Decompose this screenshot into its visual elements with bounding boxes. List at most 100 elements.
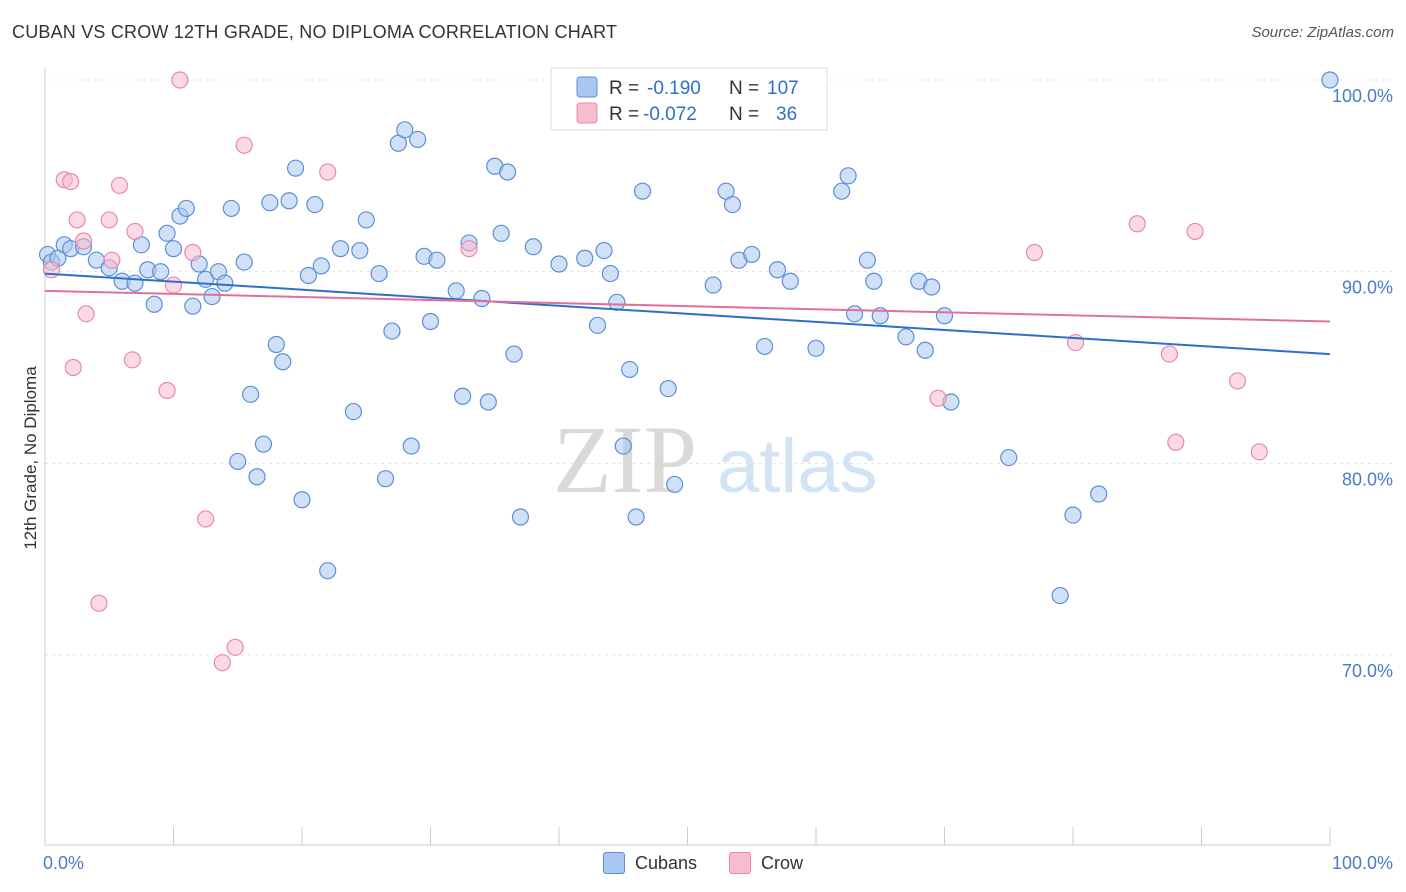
data-point-crow	[68, 211, 86, 229]
y-tick-label: 80.0%	[1342, 469, 1393, 489]
x-tick-label: 0.0%	[43, 853, 84, 873]
data-point-cubans	[216, 274, 234, 292]
data-point-cubans	[524, 238, 542, 256]
data-point-cubans	[312, 257, 330, 275]
bottom-legend-cubans: Cubans	[602, 852, 698, 874]
grid-lines	[45, 79, 1395, 656]
legend-crow-r-label: R =	[609, 104, 639, 125]
data-point-crow	[100, 211, 118, 229]
legend-crow-n-value: 36	[776, 104, 797, 125]
data-point-crow	[1128, 215, 1146, 233]
data-point-cubans	[897, 328, 915, 346]
data-point-cubans	[505, 345, 523, 363]
data-point-cubans	[145, 295, 163, 313]
chart-title: CUBAN VS CROW 12TH GRADE, NO DIPLOMA COR…	[12, 22, 618, 42]
data-point-cubans	[473, 289, 491, 308]
data-point-cubans	[306, 195, 324, 214]
data-point-cubans	[768, 261, 787, 279]
data-point-crow	[74, 232, 93, 250]
data-point-cubans	[402, 437, 420, 455]
data-point-crow	[126, 222, 144, 241]
data-point-cubans	[409, 130, 427, 149]
legend-crow-n-label: N =	[729, 104, 759, 125]
data-point-crow	[62, 172, 80, 191]
data-point-crow	[1186, 222, 1204, 241]
data-point-cubans	[357, 211, 375, 229]
data-point-cubans	[833, 182, 851, 200]
axes	[44, 68, 1331, 846]
data-point-cubans	[935, 307, 954, 325]
y-tick-label: 100.0%	[1332, 86, 1393, 106]
trend-line-crow	[44, 289, 1331, 323]
cubans-label: Cubans	[634, 852, 698, 873]
data-point-cubans	[286, 159, 305, 177]
data-point-cubans	[261, 194, 279, 212]
data-point-cubans	[1000, 448, 1018, 467]
data-point-cubans	[858, 251, 877, 269]
data-point-cubans	[499, 163, 517, 181]
data-point-cubans	[576, 249, 594, 267]
data-point-crow	[197, 510, 215, 528]
bottom-legend-crow: Crow	[729, 852, 803, 874]
data-point-cubans	[511, 508, 530, 526]
data-point-cubans	[923, 278, 941, 296]
data-point-cubans	[319, 562, 337, 580]
data-point-crow	[1250, 443, 1268, 461]
data-point-cubans	[614, 437, 632, 455]
crow-label: Crow	[761, 852, 804, 873]
data-point-cubans	[807, 339, 825, 357]
data-point-crow	[110, 176, 129, 195]
data-point-cubans	[351, 241, 369, 260]
data-point-cubans	[428, 251, 446, 269]
data-point-crow	[77, 305, 95, 323]
data-point-cubans	[447, 282, 465, 300]
data-point-crow	[171, 71, 189, 89]
data-point-cubans	[608, 293, 626, 311]
data-point-crow	[226, 638, 244, 656]
data-point-cubans	[1090, 485, 1108, 503]
data-point-cubans	[299, 266, 318, 285]
data-point-crow	[184, 243, 202, 262]
data-point-crow	[319, 163, 337, 181]
data-point-cubans	[344, 402, 362, 421]
legend-crow-r-value: -0.072	[643, 104, 697, 125]
legend-cubans-swatch	[576, 76, 598, 98]
data-point-cubans	[1321, 71, 1339, 89]
data-point-cubans	[293, 491, 311, 509]
data-point-cubans	[633, 182, 652, 200]
data-point-cubans	[235, 253, 253, 271]
data-point-cubans	[601, 264, 620, 283]
data-point-cubans	[152, 263, 170, 281]
bottom-legend: Cubans Crow	[0, 852, 1406, 874]
watermark-zip: ZIP	[553, 406, 697, 513]
data-point-crow	[460, 240, 478, 258]
legend-cubans-r-label: R =	[609, 78, 639, 99]
data-point-cubans	[755, 337, 774, 356]
data-point-crow	[90, 594, 108, 612]
data-point-cubans	[222, 199, 240, 218]
data-point-cubans	[659, 379, 677, 398]
cubans-swatch	[602, 852, 625, 874]
watermark-atlas: atlas	[717, 424, 878, 509]
data-point-crow	[1025, 243, 1044, 262]
data-point-cubans	[479, 393, 497, 411]
data-point-crow	[42, 261, 61, 279]
data-point-cubans	[383, 322, 401, 340]
source-label: Source: ZipAtlas.com	[1251, 24, 1394, 41]
data-point-crow	[158, 381, 176, 400]
data-point-cubans	[666, 475, 684, 494]
data-point-crow	[213, 654, 231, 672]
legend-cubans-r-value: -0.190	[647, 78, 701, 99]
data-point-cubans	[781, 272, 799, 290]
data-point-cubans	[595, 241, 613, 260]
data-point-cubans	[839, 167, 857, 185]
data-point-cubans	[1064, 506, 1082, 524]
data-point-cubans	[743, 245, 761, 264]
trend-lines	[44, 272, 1331, 356]
data-point-cubans	[370, 264, 388, 283]
data-point-cubans	[421, 312, 440, 331]
watermark: ZIP atlas	[553, 406, 878, 513]
y-tick-label: 70.0%	[1342, 661, 1393, 681]
data-point-crow	[235, 136, 253, 154]
